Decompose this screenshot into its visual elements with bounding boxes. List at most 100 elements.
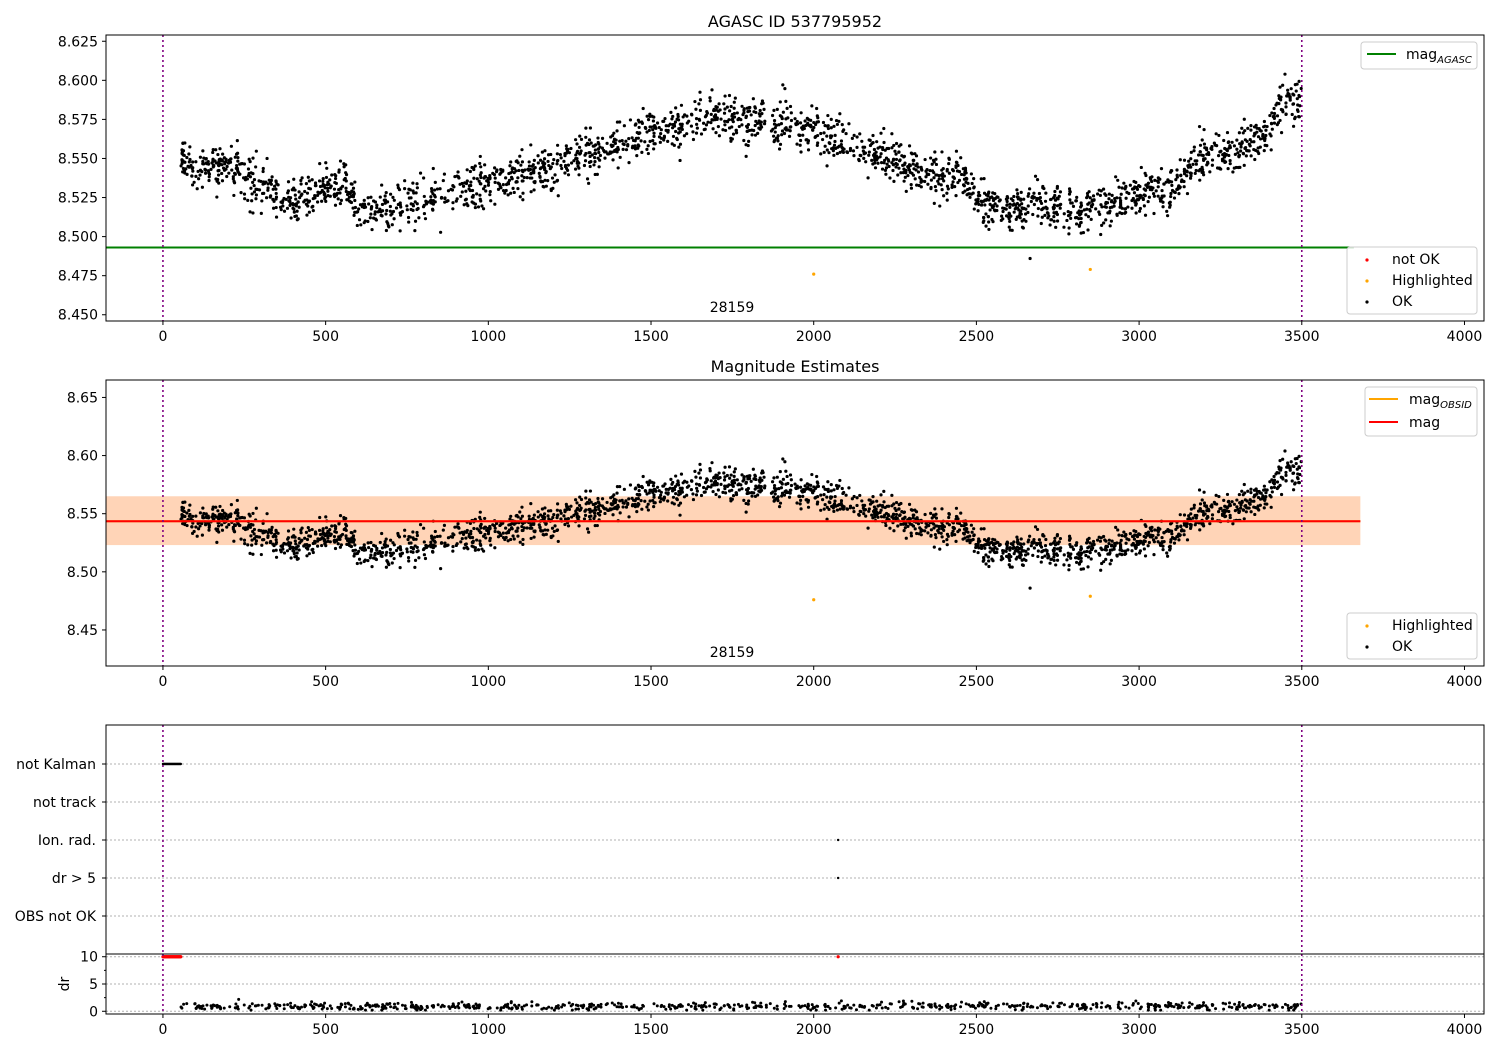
ok-point xyxy=(1249,124,1253,128)
dr-point xyxy=(1237,1000,1241,1004)
ok-point xyxy=(982,219,986,223)
ok-point xyxy=(635,509,639,514)
ok-point xyxy=(880,167,885,171)
ok-point xyxy=(1037,538,1042,542)
ok-point xyxy=(1153,178,1157,182)
ok-point xyxy=(1118,205,1122,209)
ok-point xyxy=(1040,549,1044,553)
ok-point xyxy=(225,164,229,169)
ok-point xyxy=(562,159,566,163)
ok-point xyxy=(274,187,278,191)
ok-point xyxy=(600,146,605,150)
ok-point xyxy=(833,494,837,499)
ok-point xyxy=(606,508,611,512)
ok-point xyxy=(588,510,592,514)
ok-point xyxy=(734,128,738,132)
dr-point xyxy=(1233,1002,1237,1006)
ok-point xyxy=(950,183,954,187)
ok-point xyxy=(559,517,563,521)
ok-point xyxy=(339,186,343,190)
ok-point xyxy=(203,167,207,171)
ok-point xyxy=(538,526,542,530)
ok-point xyxy=(588,126,593,130)
ok-point xyxy=(723,491,728,495)
ok-point xyxy=(211,163,216,167)
ok-point xyxy=(929,178,933,182)
dr-point xyxy=(336,1005,340,1009)
ok-point xyxy=(221,166,226,170)
ok-point xyxy=(1132,529,1136,533)
ok-point xyxy=(1090,198,1094,202)
ok-point xyxy=(488,527,492,531)
ok-point xyxy=(251,511,255,516)
ok-point xyxy=(1281,83,1285,87)
ok-point xyxy=(822,131,826,135)
ok-point xyxy=(670,117,674,121)
ok-point xyxy=(326,539,330,543)
ok-point xyxy=(1220,513,1225,518)
ok-point xyxy=(1158,177,1162,181)
ok-point xyxy=(328,178,332,182)
ok-point xyxy=(1073,556,1078,560)
ok-point xyxy=(1243,129,1247,133)
ok-point xyxy=(1108,551,1112,555)
ok-point xyxy=(463,542,467,547)
ok-point xyxy=(384,228,388,233)
ok-point xyxy=(613,148,617,153)
ok-point xyxy=(1218,150,1222,154)
ok-point xyxy=(1058,536,1063,541)
ok-point xyxy=(1152,553,1156,557)
ok-point xyxy=(328,186,332,190)
ok-point xyxy=(648,488,652,492)
ok-point xyxy=(413,219,418,223)
legend-label-ok: OK xyxy=(1392,294,1413,310)
ok-point xyxy=(584,126,588,130)
ok-point xyxy=(567,507,572,511)
x-tick-label: 500 xyxy=(312,674,339,690)
ok-point xyxy=(1108,209,1112,213)
ok-point xyxy=(460,537,464,541)
ok-point xyxy=(479,165,483,169)
ok-point xyxy=(293,214,297,219)
ok-point xyxy=(1120,534,1124,538)
ok-point xyxy=(977,537,981,541)
ok-point xyxy=(476,205,481,209)
ok-point xyxy=(1185,538,1190,542)
ok-point xyxy=(1005,546,1009,551)
ok-point xyxy=(979,527,983,531)
ok-point xyxy=(1268,480,1272,484)
ok-point xyxy=(183,514,187,519)
ok-point xyxy=(532,529,536,533)
ok-point xyxy=(518,195,522,199)
ok-point xyxy=(431,199,435,203)
ok-point xyxy=(945,191,949,195)
ok-point xyxy=(717,134,722,138)
ok-point xyxy=(1253,157,1257,162)
ok-point xyxy=(653,125,657,129)
ok-point xyxy=(909,531,913,535)
ok-point xyxy=(659,136,663,140)
ok-point xyxy=(316,544,320,548)
ok-point xyxy=(307,543,312,548)
ok-point xyxy=(778,142,783,146)
ok-point xyxy=(809,125,813,129)
ok-point xyxy=(201,162,205,166)
dr-point xyxy=(884,1005,888,1009)
y-tick-label: 8.450 xyxy=(58,308,98,324)
ok-point xyxy=(1227,153,1231,158)
ok-point xyxy=(368,216,372,220)
ok-point xyxy=(798,494,802,499)
ok-point xyxy=(655,485,660,489)
ok-point xyxy=(919,533,923,537)
ok-point xyxy=(1244,504,1248,508)
ok-point xyxy=(1274,472,1278,476)
ok-point xyxy=(1053,552,1057,556)
ok-point xyxy=(464,536,468,540)
ok-point xyxy=(501,168,505,172)
ok-point xyxy=(609,502,613,506)
ok-point xyxy=(1228,159,1232,163)
legend-label-highlighted: Highlighted xyxy=(1392,618,1473,634)
ok-point xyxy=(1109,558,1113,562)
legend-lines-magnitude: magOBSID mag xyxy=(1364,386,1478,437)
ok-point xyxy=(1036,554,1040,559)
